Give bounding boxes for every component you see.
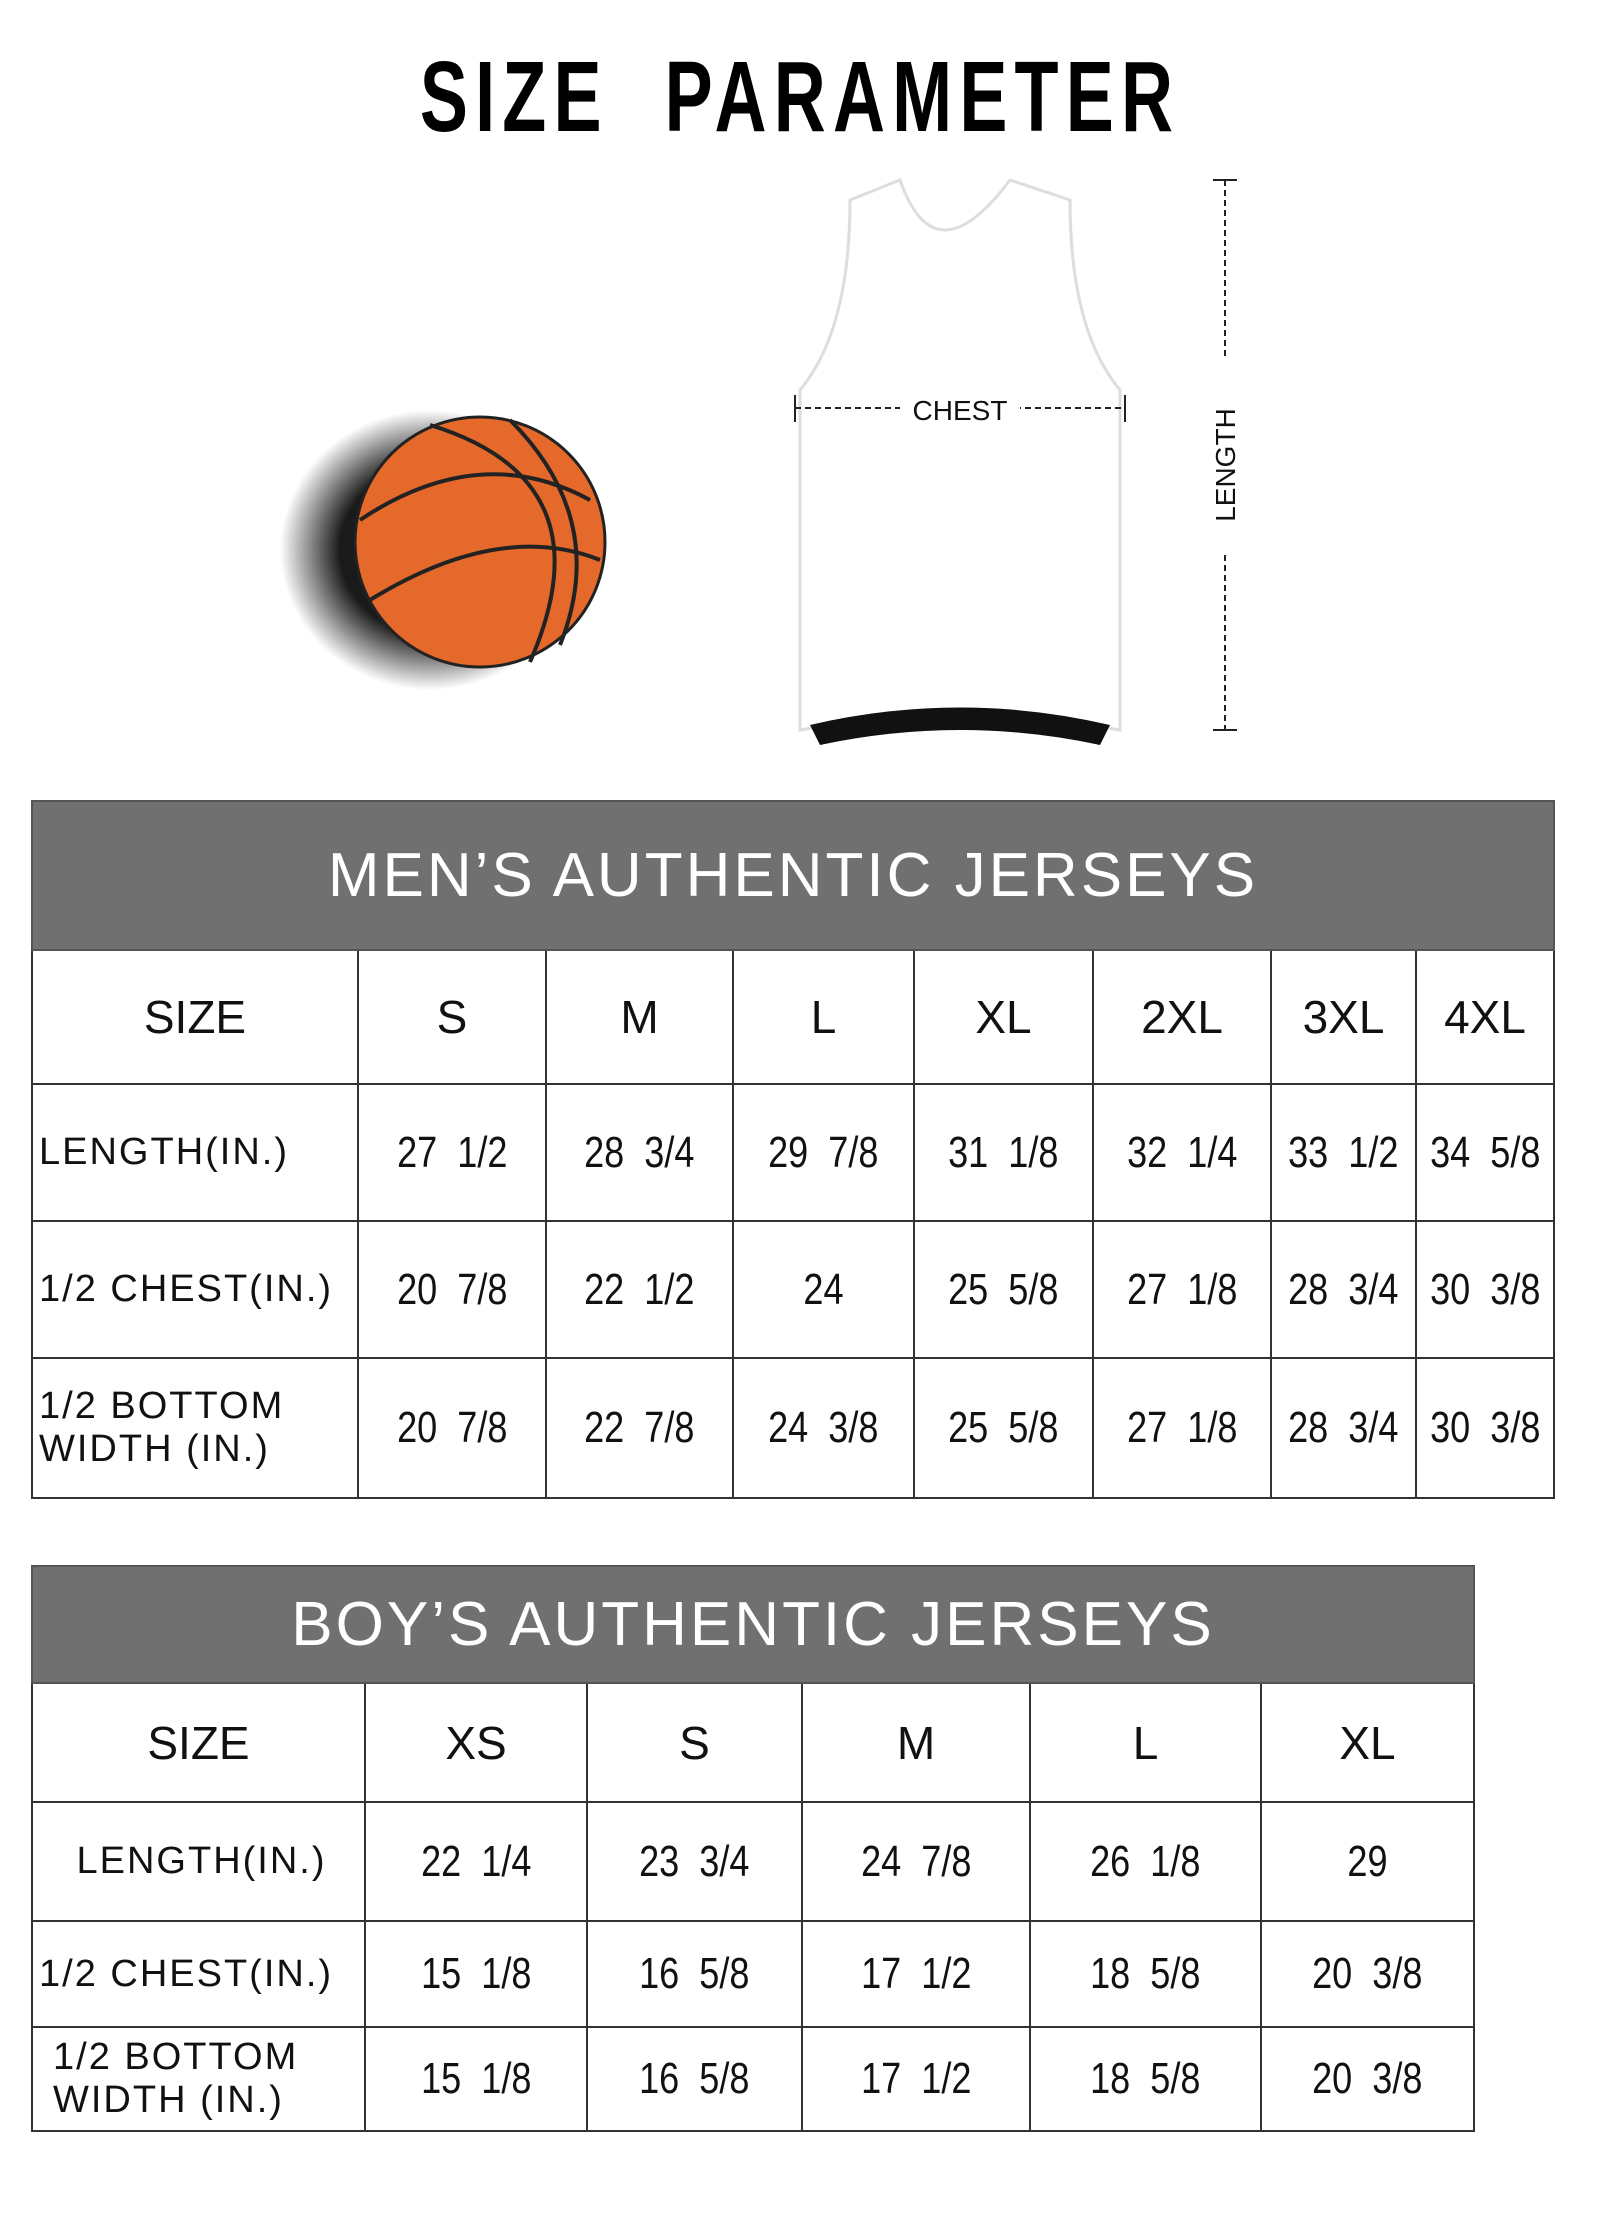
table-header-row: SIZE S M L XL 2XL 3XL 4XL [31, 949, 1555, 1085]
cell: 22 1/4 [420, 1836, 532, 1886]
table-row: 1/2 CHEST(IN.) 15 1/8 16 5/8 17 1/2 18 5… [31, 1920, 1476, 2028]
size-col: M [545, 949, 734, 1085]
table-header-row: SIZE XS S M L XL [31, 1682, 1476, 1803]
cell: 32 1/4 [1126, 1127, 1238, 1177]
cell: 15 1/8 [420, 2054, 532, 2103]
cell: 18 5/8 [1090, 2054, 1201, 2103]
length-label: LENGTH [1210, 408, 1241, 522]
size-col: S [357, 949, 547, 1085]
size-col: XL [913, 949, 1094, 1085]
size-header: SIZE [31, 949, 359, 1085]
cell: 28 3/4 [1288, 1264, 1399, 1314]
cell: 20 7/8 [396, 1403, 508, 1452]
cell: 24 3/8 [768, 1403, 879, 1452]
cell: 26 1/8 [1090, 1836, 1201, 1886]
chest-label: CHEST [913, 395, 1008, 426]
page-title: SIZE PARAMETER [419, 41, 1181, 153]
size-col: S [586, 1682, 803, 1803]
mens-table-title: MEN’S AUTHENTIC JERSEYS [31, 800, 1555, 951]
cell: 16 5/8 [639, 2054, 750, 2103]
cell: 17 1/2 [860, 2054, 972, 2103]
size-header: SIZE [31, 1682, 366, 1803]
cell: 20 3/8 [1312, 1949, 1423, 1998]
table-row: LENGTH(IN.) 22 1/4 23 3/4 24 7/8 26 1/8 … [31, 1801, 1476, 1922]
cell: 28 3/4 [584, 1127, 695, 1177]
cell: 25 5/8 [948, 1403, 1059, 1452]
size-col: 2XL [1092, 949, 1272, 1085]
cell: 15 1/8 [420, 1949, 532, 1998]
row-label: 1/2 CHEST(IN.) [31, 1220, 359, 1359]
jersey-diagram: CHEST [794, 178, 1126, 745]
table-row: 1/2 BOTTOM WIDTH (IN.) 15 1/8 16 5/8 17 … [31, 2026, 1476, 2132]
cell: 27 1/8 [1126, 1403, 1238, 1452]
cell: 24 [803, 1264, 844, 1314]
boys-size-table: BOY’S AUTHENTIC JERSEYS SIZE XS S M L XL… [30, 1565, 1476, 2132]
cell: 24 7/8 [860, 1836, 972, 1886]
cell: 30 3/8 [1429, 1403, 1541, 1452]
cell: 27 1/2 [396, 1127, 508, 1177]
table-row: 1/2 BOTTOM WIDTH (IN.) 20 7/8 22 7/8 24 … [31, 1357, 1555, 1499]
cell: 29 7/8 [768, 1127, 879, 1177]
mens-size-table: MEN’S AUTHENTIC JERSEYS SIZE S M L XL 2X… [31, 800, 1555, 1499]
cell: 30 3/8 [1429, 1264, 1541, 1314]
cell: 29 [1347, 1836, 1388, 1886]
cell: 33 1/2 [1288, 1127, 1399, 1177]
basketball-icon [280, 410, 607, 690]
cell: 23 3/4 [639, 1836, 750, 1886]
size-col: XL [1259, 1682, 1476, 1803]
cell: 16 5/8 [639, 1949, 750, 1998]
size-col: 3XL [1270, 949, 1417, 1085]
cell: 27 1/8 [1126, 1264, 1238, 1314]
size-col: XS [364, 1682, 588, 1803]
cell: 28 3/4 [1288, 1403, 1399, 1452]
row-label: 1/2 CHEST(IN.) [31, 1920, 366, 2028]
boys-table-title: BOY’S AUTHENTIC JERSEYS [30, 1565, 1476, 1684]
cell: 34 5/8 [1429, 1127, 1541, 1177]
cell: 25 5/8 [948, 1264, 1059, 1314]
size-col: 4XL [1415, 949, 1555, 1085]
cell: 22 7/8 [584, 1403, 695, 1452]
table-row: LENGTH(IN.) 27 1/2 28 3/4 29 7/8 31 1/8 … [31, 1083, 1555, 1222]
cell: 22 1/2 [584, 1264, 695, 1314]
size-col: L [1029, 1682, 1262, 1803]
size-col: L [732, 949, 915, 1085]
table-row: 1/2 CHEST(IN.) 20 7/8 22 1/2 24 25 5/8 2… [31, 1220, 1555, 1359]
cell: 31 1/8 [948, 1127, 1059, 1177]
cell: 20 3/8 [1312, 2054, 1423, 2103]
cell: 17 1/2 [860, 1949, 972, 1998]
row-label: LENGTH(IN.) [31, 1083, 359, 1222]
row-label: 1/2 BOTTOM WIDTH (IN.) [31, 1357, 359, 1499]
row-label: 1/2 BOTTOM WIDTH (IN.) [31, 2026, 366, 2132]
size-col: M [801, 1682, 1031, 1803]
cell: 18 5/8 [1090, 1949, 1201, 1998]
row-label: LENGTH(IN.) [31, 1801, 366, 1922]
length-indicator: LENGTH [1210, 179, 1241, 731]
cell: 20 7/8 [396, 1264, 508, 1314]
